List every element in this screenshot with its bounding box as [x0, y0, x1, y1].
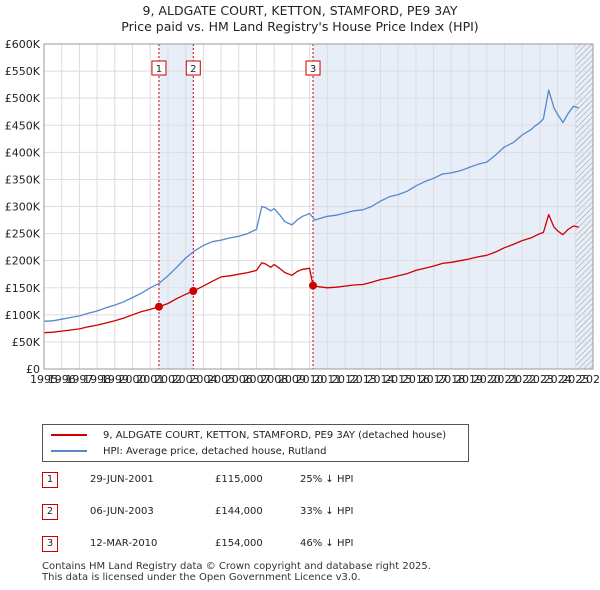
- y-tick-label: £200K: [5, 255, 41, 268]
- sale-point: [189, 287, 198, 295]
- footer: Contains HM Land Registry data © Crown c…: [42, 561, 431, 583]
- y-tick-label: £500K: [5, 92, 41, 105]
- x-tick-label: 2019: [455, 373, 483, 386]
- sale-price: £144,000: [215, 506, 263, 517]
- legend-property-label: 9, ALDGATE COURT, KETTON, STAMFORD, PE9 …: [103, 429, 447, 441]
- sale-badge: 2: [42, 504, 58, 520]
- x-tick-label: 2017: [420, 373, 448, 386]
- sale-price: £115,000: [215, 474, 263, 485]
- y-tick-label: £50K: [12, 336, 41, 349]
- x-tick-label: 2015: [384, 373, 412, 386]
- x-tick-label: 1995: [30, 373, 58, 386]
- y-tick-label: £100K: [5, 309, 41, 322]
- footer-copyright: Contains HM Land Registry data © Crown c…: [42, 561, 431, 572]
- x-tick-label: 2007: [243, 373, 271, 386]
- x-tick-label: 1997: [65, 373, 93, 386]
- sale-hpi-delta: 33% ↓ HPI: [300, 506, 354, 517]
- sale-point: [154, 302, 163, 311]
- x-tick-label: 2026: [579, 373, 600, 386]
- x-tick-label: 2008: [260, 373, 288, 386]
- y-tick-label: £400K: [5, 146, 41, 159]
- y-tick-label: £350K: [5, 173, 41, 186]
- x-tick-label: 2011: [313, 373, 341, 386]
- x-tick-label: 2002: [154, 373, 182, 386]
- sale-badge: 3: [42, 536, 58, 552]
- sale-date: 06-JUN-2003: [90, 506, 154, 517]
- legend-property: 9, ALDGATE COURT, KETTON, STAMFORD, PE9 …: [51, 427, 446, 443]
- sale-row: 2 06-JUN-2003 £144,000 33% ↓ HPI: [42, 504, 402, 522]
- sale-badge-label: 2: [190, 64, 196, 75]
- sale-badge-box: [151, 60, 167, 76]
- chart-subtitle: Price paid vs. HM Land Registry's House …: [121, 19, 479, 34]
- sale-price: £154,000: [215, 538, 263, 549]
- x-tick-label: 2006: [225, 373, 253, 386]
- x-tick-label: 2016: [402, 373, 430, 386]
- x-tick-label: 2005: [207, 373, 235, 386]
- plot-frame: [43, 43, 594, 370]
- x-tick-label: 2024: [544, 373, 572, 386]
- y-tick-label: £0: [26, 363, 40, 376]
- property-price-line: [43, 213, 579, 334]
- sale-badge-box: [305, 60, 321, 76]
- chart-legend: 9, ALDGATE COURT, KETTON, STAMFORD, PE9 …: [42, 424, 469, 462]
- sale-point: [309, 281, 318, 290]
- footer-licence: This data is licensed under the Open Gov…: [42, 572, 361, 583]
- x-tick-label: 1998: [83, 373, 111, 386]
- x-tick-label: 2003: [172, 373, 200, 386]
- x-tick-label: 2000: [119, 373, 147, 386]
- sale-badge: 1: [42, 472, 58, 488]
- x-tick-label: 2025: [561, 373, 589, 386]
- sale-badge-label: 3: [310, 64, 316, 75]
- chart-title: 9, ALDGATE COURT, KETTON, STAMFORD, PE9 …: [142, 3, 458, 18]
- sale-badge-box: [185, 60, 201, 76]
- x-tick-label: 2012: [331, 373, 359, 386]
- hpi-line: [43, 89, 579, 322]
- sale-hpi-delta: 46% ↓ HPI: [300, 538, 354, 549]
- x-tick-label: 2013: [349, 373, 377, 386]
- legend-property-swatch: [51, 434, 87, 436]
- x-tick-label: 2001: [136, 373, 164, 386]
- x-tick-label: 2021: [490, 373, 518, 386]
- sale-badge-label: 1: [156, 64, 162, 75]
- sale-date: 12-MAR-2010: [90, 538, 158, 549]
- legend-hpi: HPI: Average price, detached house, Rutl…: [51, 443, 326, 459]
- x-tick-label: 2009: [278, 373, 306, 386]
- x-tick-label: 2023: [526, 373, 554, 386]
- y-tick-label: £300K: [5, 201, 41, 214]
- sale-hpi-delta: 25% ↓ HPI: [300, 474, 354, 485]
- legend-hpi-label: HPI: Average price, detached house, Rutl…: [103, 445, 327, 457]
- x-tick-label: 1996: [48, 373, 76, 386]
- y-tick-label: £600K: [5, 38, 41, 51]
- x-tick-label: 2018: [437, 373, 465, 386]
- sale-row: 3 12-MAR-2010 £154,000 46% ↓ HPI: [42, 536, 402, 554]
- x-tick-label: 2010: [296, 373, 324, 386]
- y-tick-label: £550K: [5, 65, 41, 78]
- x-tick-label: 2014: [366, 373, 394, 386]
- sale-date: 29-JUN-2001: [90, 474, 154, 485]
- price-chart: 1 2 3 £0 £50K £100K £150K £200K £250K £300K £350K…: [5, 38, 600, 386]
- y-tick-label: £150K: [5, 282, 41, 295]
- x-tick-label: 2022: [508, 373, 536, 386]
- x-tick-label: 2020: [473, 373, 501, 386]
- sale-row: 1 29-JUN-2001 £115,000 25% ↓ HPI: [42, 472, 402, 490]
- legend-hpi-swatch: [51, 450, 87, 452]
- x-tick-label: 1999: [101, 373, 129, 386]
- y-tick-label: £250K: [5, 228, 41, 241]
- x-tick-label: 2004: [189, 373, 217, 386]
- y-tick-label: £450K: [5, 119, 41, 132]
